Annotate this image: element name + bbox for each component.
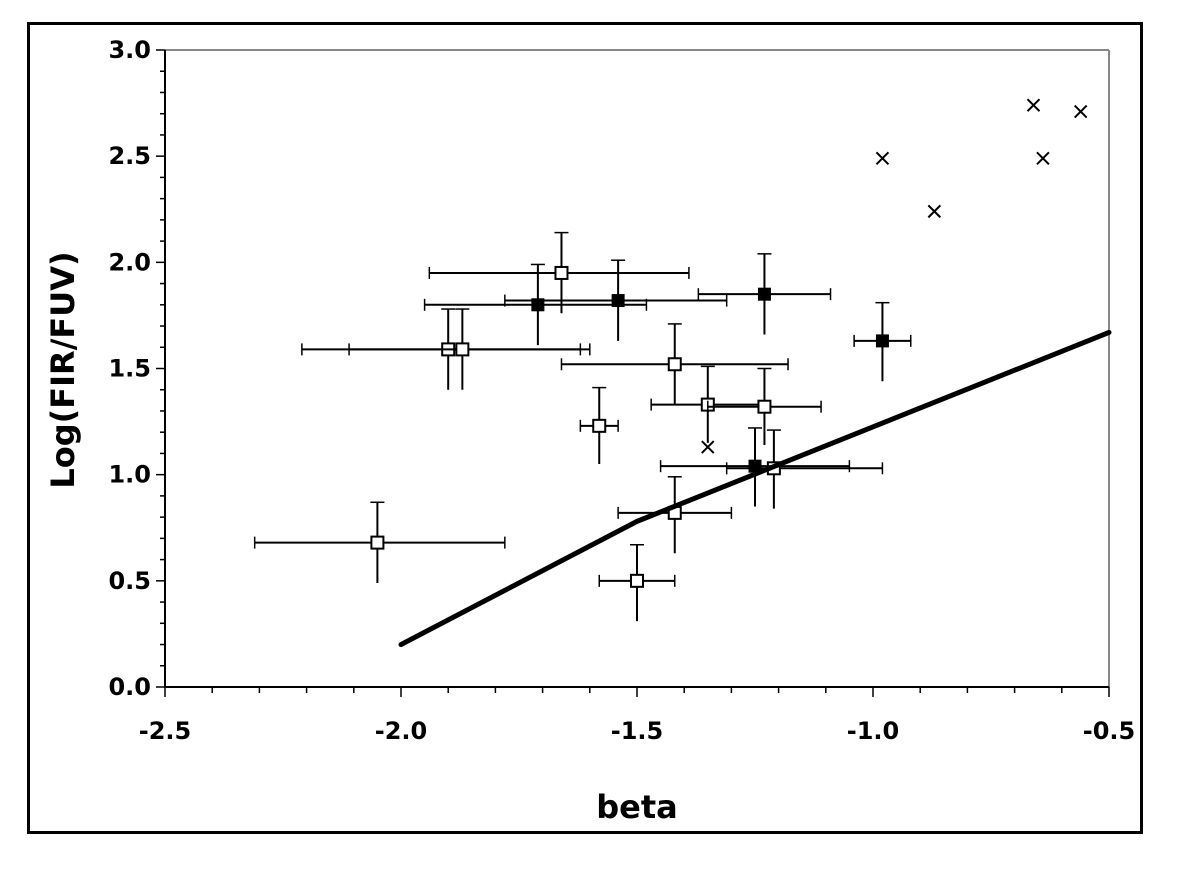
cross-point xyxy=(875,151,890,165)
y-tick-label: 3.0 xyxy=(108,36,151,64)
axes: 0.0 0.5 1.0 1.5 2.0 2.5 3.0 -2.5 -2.0 -1.5 -1.0 -0.… xyxy=(108,36,1135,745)
y-axis-title: Log(FIR/FUV) xyxy=(44,251,82,488)
filled-square-point xyxy=(875,334,889,348)
x-axis-title: beta xyxy=(596,788,678,826)
open-square-point xyxy=(592,418,607,433)
y-tick-label: 0.5 xyxy=(108,567,151,595)
cross-stroke xyxy=(1026,98,1041,112)
x-tick-label: -1.0 xyxy=(847,717,899,745)
x-tick-label: -2.0 xyxy=(375,717,427,745)
model-curve xyxy=(398,329,1112,648)
y-tick-label: 1.5 xyxy=(108,355,151,383)
x-tick-label: -2.5 xyxy=(139,717,191,745)
filled-square-point xyxy=(531,298,545,312)
marks xyxy=(253,98,1112,648)
x-tick-label: -1.5 xyxy=(611,717,663,745)
cross-stroke xyxy=(927,204,942,219)
cross-point xyxy=(1026,98,1041,112)
open-square-point xyxy=(757,399,772,414)
open-square-point xyxy=(630,573,644,588)
cross-point xyxy=(1073,104,1088,119)
y-tick-label: 0.0 xyxy=(108,673,151,701)
cross-stroke xyxy=(1036,151,1050,165)
chart-frame xyxy=(27,22,1143,834)
open-square-point xyxy=(455,342,470,357)
filled-square-point xyxy=(611,294,625,308)
open-square-point xyxy=(370,535,385,550)
x-tick-label: -0.5 xyxy=(1083,717,1135,745)
cross-stroke xyxy=(875,151,890,165)
cross-point xyxy=(1036,151,1050,165)
y-tick-label: 2.5 xyxy=(108,142,151,170)
cross-stroke xyxy=(1073,104,1088,119)
open-square-point xyxy=(667,357,682,372)
cross-point xyxy=(927,204,942,219)
filled-square-point xyxy=(757,287,771,301)
y-tick-label: 1.0 xyxy=(108,461,151,489)
cross-stroke xyxy=(701,440,715,454)
open-square-point xyxy=(554,265,569,280)
cross-point xyxy=(701,440,715,454)
y-tick-label: 2.0 xyxy=(108,248,151,276)
